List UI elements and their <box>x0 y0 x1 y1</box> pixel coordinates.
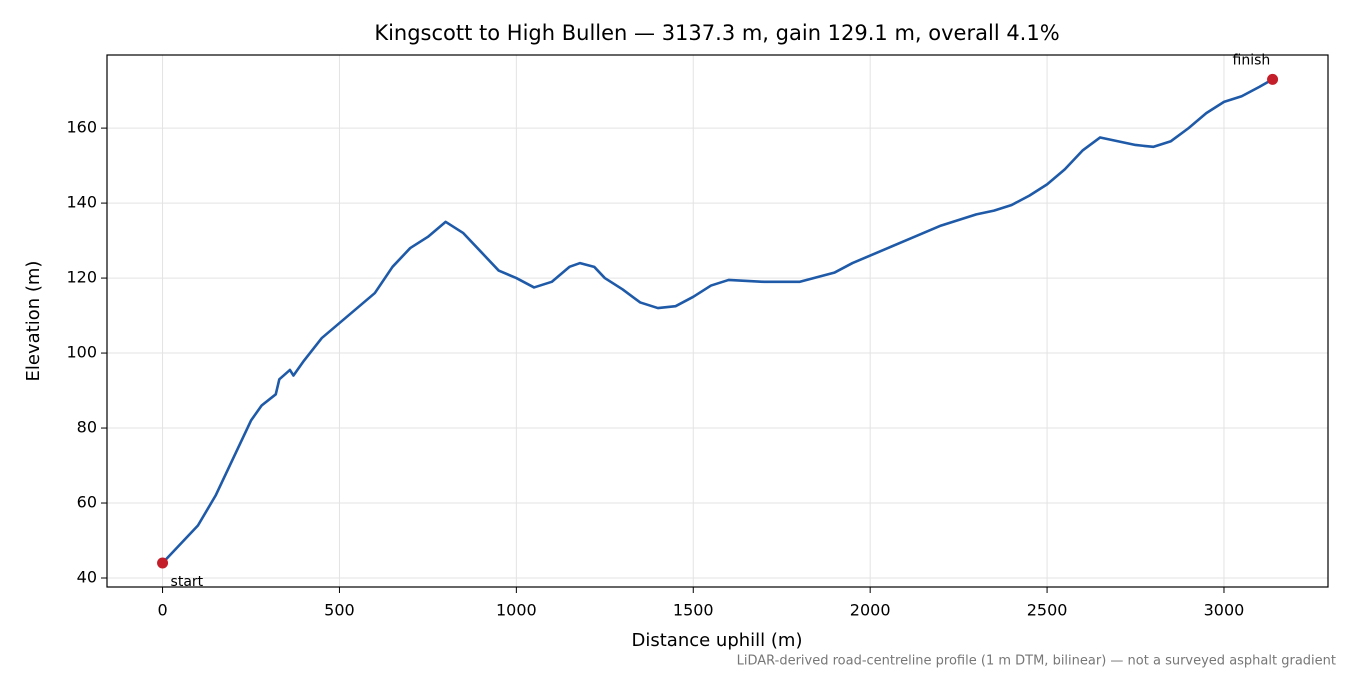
x-tick-label: 1000 <box>496 601 537 620</box>
x-tick-label: 0 <box>157 601 167 620</box>
y-tick-label: 80 <box>77 418 97 437</box>
y-tick-label: 100 <box>66 343 97 362</box>
y-tick-label: 140 <box>66 193 97 212</box>
y-axis-label: Elevation (m) <box>23 261 44 382</box>
y-tick-label: 160 <box>66 118 97 137</box>
y-tick-label: 120 <box>66 268 97 287</box>
chart-title: Kingscott to High Bullen — 3137.3 m, gai… <box>374 21 1059 45</box>
endpoint-label: start <box>171 574 204 590</box>
x-tick-label: 1500 <box>673 601 714 620</box>
plot-frame <box>106 54 1329 588</box>
x-tick-label: 2000 <box>850 601 891 620</box>
footnote: LiDAR-derived road-centreline profile (1… <box>737 654 1336 669</box>
elevation-line <box>161 78 1274 564</box>
endpoint-label: finish <box>1233 52 1271 68</box>
x-axis-label: Distance uphill (m) <box>632 630 803 651</box>
x-tick-label: 3000 <box>1204 601 1245 620</box>
endpoint-marker <box>1267 73 1279 85</box>
x-tick-label: 500 <box>324 601 355 620</box>
x-tick-label: 2500 <box>1027 601 1068 620</box>
y-tick-label: 40 <box>77 568 97 587</box>
endpoint-marker <box>157 557 169 569</box>
y-tick-label: 60 <box>77 493 97 512</box>
